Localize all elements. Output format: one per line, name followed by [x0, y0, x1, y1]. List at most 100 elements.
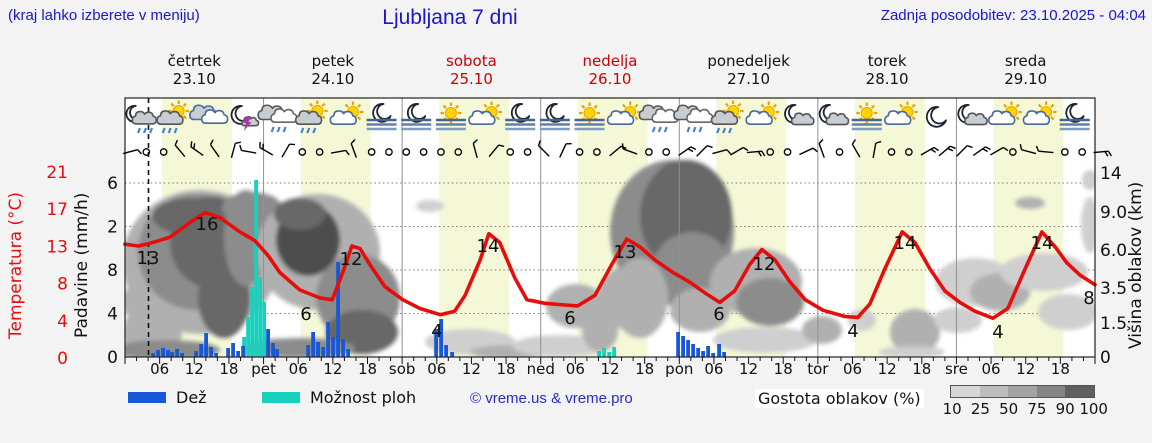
day-name: ponedeljek — [707, 52, 790, 70]
moon-cloud-icon — [784, 104, 815, 126]
wind-barb-icon — [938, 145, 956, 157]
cloud-blob — [274, 198, 326, 230]
chart-text: 18 — [1051, 360, 1070, 378]
chart-text: 0 — [107, 348, 118, 368]
moon-fog-icon — [539, 103, 570, 131]
rain-bar — [166, 350, 170, 357]
chart-text: 13 — [46, 237, 68, 257]
wind-calm-icon — [437, 148, 445, 156]
rain-bar — [214, 353, 218, 357]
chart-text: 12 — [600, 360, 619, 378]
chart-text: 12 — [739, 360, 758, 378]
wind-barb-icon — [730, 146, 749, 156]
chart-text: 1.5 — [1100, 314, 1127, 334]
wind-barb-icon — [209, 139, 220, 158]
chart-text: 06 — [427, 360, 446, 378]
day-name: petek — [311, 52, 355, 70]
rain-bar — [275, 349, 279, 357]
rain-bar — [231, 343, 235, 357]
chart-text: 9.0 — [1100, 203, 1127, 223]
wind-calm-icon — [315, 148, 324, 156]
wind-barb-icon — [609, 145, 627, 157]
chart-text: 18 — [635, 360, 654, 378]
cloud-blob — [612, 258, 668, 338]
cloud-blob — [1082, 170, 1095, 190]
sun-fog-icon — [574, 102, 605, 131]
last-update-text: Zadnja posodobitev: 23.10.2025 - 04:04 — [880, 7, 1146, 24]
density-tick-label: 90 — [1055, 400, 1075, 418]
wind-calm-icon — [523, 148, 532, 156]
chart-text: 14 — [1100, 164, 1122, 184]
day-date: 27.10 — [727, 70, 771, 88]
wind-calm-icon — [1008, 148, 1017, 156]
sun-cloud-icon — [468, 101, 503, 125]
temperature-line — [123, 210, 1097, 321]
rain-bar — [236, 351, 240, 357]
cloud-blob — [736, 278, 804, 326]
chart-text: ned — [527, 360, 555, 378]
cloud-blob — [1081, 197, 1095, 253]
temperature-value-label: 16 — [196, 214, 219, 235]
density-scale-segment — [1008, 386, 1037, 397]
x-axis-labels: 06 12 18 06 12 18 pet 06 12 18 sob 06 12 18 ned 06 12 18 p… — [150, 360, 1070, 378]
rain-bar — [266, 329, 270, 357]
temperature-value-label: 4 — [431, 321, 442, 342]
temperature-value-label: 13 — [614, 242, 637, 263]
rain-bar — [241, 346, 245, 357]
legend-showers: Možnost ploh — [262, 388, 416, 407]
wind-barb-icon — [230, 141, 241, 158]
credit-link[interactable]: © vreme.us & vreme.pro — [470, 390, 633, 407]
chart-text: 18 — [219, 360, 238, 378]
wind-barb-icon — [123, 148, 142, 155]
rain-bar — [311, 332, 315, 357]
cloud-icon — [189, 104, 229, 124]
wind-barb-icon — [712, 148, 732, 155]
wind-barb-icon — [488, 144, 505, 158]
cloud-blob — [1015, 197, 1045, 209]
rain-bar — [439, 319, 443, 357]
day-date: 25.10 — [449, 70, 493, 88]
chart-text: 18 — [358, 360, 377, 378]
shower-bar — [250, 287, 254, 357]
wind-barb-icon — [190, 141, 204, 157]
chart-text: 8 — [57, 275, 68, 295]
wind-barb-icon — [537, 140, 550, 157]
rain-bar — [321, 347, 325, 357]
chart-text: 4 — [107, 305, 118, 325]
chart-text: 3.5 — [1100, 279, 1127, 299]
day-name: nedelja — [582, 52, 638, 70]
rain-bar — [156, 350, 160, 357]
sun-cloud-rain-icon — [156, 100, 190, 134]
chart-text: pon — [665, 360, 693, 378]
rain-bar — [306, 345, 310, 357]
rain-bar — [701, 351, 705, 357]
rain-bar — [151, 353, 155, 357]
day-header-torek: torek 28.10 — [817, 52, 957, 88]
rain-bar — [696, 348, 700, 357]
chart-text: 17 — [46, 200, 68, 220]
wind-barb-icon — [559, 142, 572, 158]
sun-cloud-icon — [987, 101, 1022, 125]
cloud-rain-icon — [257, 104, 298, 133]
wind-calm-icon — [1078, 148, 1087, 156]
chart-text: 06 — [150, 360, 169, 378]
moon-cloud-rain-icon — [125, 104, 158, 134]
wind-calm-icon — [159, 148, 168, 156]
wind-barb-icon — [330, 149, 350, 156]
wind-calm-icon — [506, 148, 515, 156]
rain-bar — [271, 343, 275, 357]
temperature-value-label: 14 — [477, 236, 500, 257]
sun-cloud-rain-icon — [294, 100, 328, 134]
cloud-density-legend-label: Gostota oblakov (%) — [755, 389, 924, 408]
chart-text: 0 — [57, 349, 68, 369]
cloud-blob — [890, 309, 940, 355]
day-date: 29.10 — [1004, 70, 1048, 88]
wind-calm-icon — [887, 148, 896, 156]
temperature-value-label: 12 — [340, 249, 363, 270]
rain-bar — [717, 344, 721, 357]
rain-bar — [316, 342, 320, 357]
rain-bar — [676, 332, 680, 357]
moon-bolt-icon — [230, 105, 260, 131]
chart-text: 06 — [843, 360, 862, 378]
